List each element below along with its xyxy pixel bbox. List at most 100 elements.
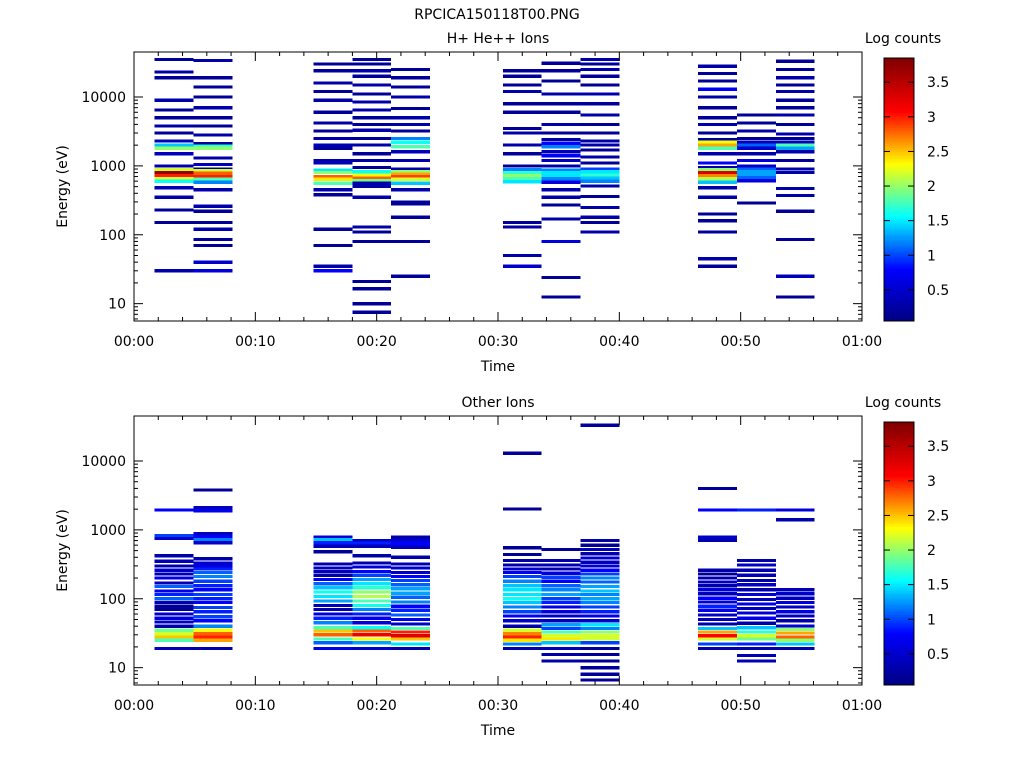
data-cell [580, 92, 620, 96]
colorbar-tick-label: 3.5 [927, 439, 949, 455]
data-cell [352, 612, 392, 616]
data-cell [737, 164, 776, 168]
data-cell [154, 57, 194, 62]
y-tick-label: 10 [108, 661, 126, 677]
data-cell [502, 180, 542, 184]
data-cell [193, 624, 233, 628]
data-cell [775, 98, 815, 102]
colorbar-segment [884, 597, 914, 601]
figure-title: RPCICA150118T00.PNG [414, 7, 579, 23]
colorbar-segment [884, 134, 914, 138]
data-cell [541, 145, 581, 149]
colorbar-segment [884, 125, 914, 129]
data-cell [193, 174, 233, 179]
data-cell [580, 184, 620, 188]
data-cell [154, 604, 194, 608]
colorbar-segment [884, 130, 914, 134]
data-cell [580, 619, 620, 623]
data-cell [737, 637, 776, 641]
data-cell [193, 209, 233, 213]
data-cell [502, 152, 542, 156]
data-cell [154, 170, 194, 175]
data-cell [698, 634, 738, 638]
data-cell [391, 595, 431, 599]
data-cell [352, 607, 392, 612]
data-cell [313, 269, 353, 273]
data-cell [580, 600, 620, 605]
colorbar-segment [884, 299, 914, 302]
panel-2: Other Ions 00:00 00:10 00:20 00:30 00:40 00:50… [55, 395, 949, 739]
colorbar-segment [884, 581, 914, 585]
data-cell [698, 106, 738, 110]
x-tick-label: 00:00 [114, 698, 154, 714]
colorbar-segment [884, 281, 914, 285]
data-cell [541, 195, 581, 199]
data-cell [737, 558, 776, 563]
data-cell [391, 67, 431, 72]
data-cell [193, 574, 233, 579]
data-cell [775, 146, 815, 150]
data-cell [698, 143, 738, 147]
data-cell [580, 167, 620, 171]
data-cell [193, 561, 233, 565]
data-cell [580, 659, 620, 663]
data-cell [580, 564, 620, 568]
data-cell [698, 87, 738, 91]
data-cell [313, 62, 353, 66]
data-cell [775, 518, 815, 522]
data-cell [352, 554, 392, 558]
data-cell [313, 603, 353, 608]
data-cell [391, 613, 431, 617]
data-cell [154, 646, 194, 651]
data-cell [352, 185, 392, 189]
colorbar-segment [884, 117, 914, 120]
data-cell [154, 589, 194, 593]
colorbar-label: Log counts [865, 395, 941, 411]
data-cell [352, 603, 392, 608]
data-cell [541, 579, 581, 583]
data-cell [580, 547, 620, 552]
data-cell [541, 122, 581, 127]
data-cell [154, 616, 194, 620]
data-cell [502, 574, 542, 579]
data-cell [391, 545, 431, 549]
data-cell [541, 652, 581, 657]
data-cell [391, 637, 431, 641]
data-cell [391, 76, 431, 80]
data-cell [193, 171, 233, 175]
data-cell [313, 562, 353, 566]
data-cell [698, 186, 738, 190]
colorbar-segment [884, 483, 914, 487]
data-cell [775, 59, 815, 63]
colorbar-segment [884, 643, 914, 647]
data-cell [154, 143, 194, 147]
data-cell [737, 172, 776, 177]
data-cell [580, 230, 620, 234]
colorbar-segment [884, 259, 914, 263]
colorbar-segment [884, 231, 914, 234]
data-cell [313, 158, 353, 163]
colorbar-segment [884, 176, 914, 180]
data-cell [391, 140, 431, 144]
colorbar-segment [884, 575, 914, 579]
colorbar-segment [884, 288, 914, 291]
data-cell [313, 612, 353, 616]
data-cell [775, 238, 815, 242]
colorbar-segment [884, 606, 914, 609]
data-cell [313, 143, 353, 147]
colorbar-segment [884, 200, 914, 204]
colorbar-segment [884, 595, 914, 598]
colorbar-segment [884, 612, 914, 616]
colorbar-segment [884, 452, 914, 456]
data-cell [193, 588, 233, 592]
colorbar-segment [884, 255, 914, 259]
data-cell [391, 177, 431, 181]
data-cell [391, 181, 431, 185]
data-cell [737, 508, 776, 512]
data-cell [698, 165, 738, 170]
data-cell [154, 98, 194, 102]
data-cell [737, 606, 776, 611]
data-cell [698, 637, 738, 641]
colorbar-segment [884, 244, 914, 248]
data-cell [541, 634, 581, 638]
